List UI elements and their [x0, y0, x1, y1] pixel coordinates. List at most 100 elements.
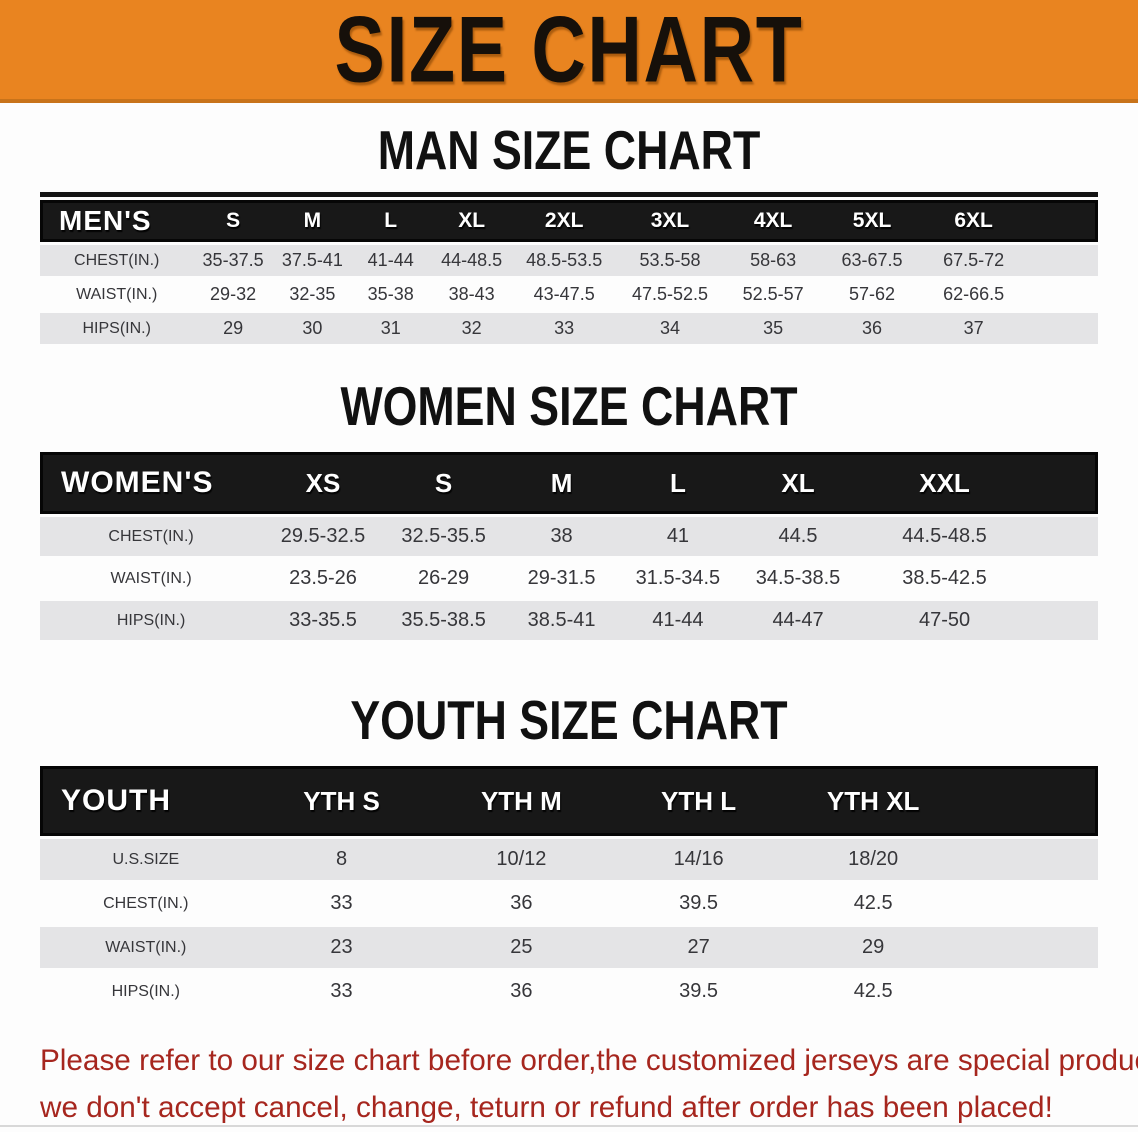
size-value: 23.5-26 [289, 567, 357, 589]
size-value: 32-35 [289, 284, 336, 304]
women-size-chart-heading: WOMEN SIZE CHART [340, 376, 798, 438]
size-value: 30 [272, 313, 353, 344]
column-header: S [383, 452, 504, 514]
size-value: 44.5 [736, 517, 860, 556]
row-spacer [1023, 245, 1098, 276]
size-value: 18/20 [785, 839, 961, 880]
bottom-edge-line [0, 1125, 1138, 1127]
column-header: 6XL [923, 200, 1024, 242]
table-title: MEN'S [40, 200, 194, 242]
size-value: 33 [330, 980, 353, 1002]
size-value: 47.5-52.5 [631, 284, 708, 304]
column-header: M [272, 200, 353, 242]
banner-title: SIZE CHART [334, 0, 804, 103]
row-label: HIPS(IN.) [40, 313, 194, 344]
size-value: 33-35.5 [262, 601, 384, 640]
table-row: HIPS(IN.) 33 36 39.5 42.5 [40, 971, 1098, 1012]
size-value: 29-31.5 [527, 567, 596, 589]
row-spacer [1024, 279, 1098, 310]
column-header: 5XL [820, 200, 924, 242]
row-spacer [960, 927, 1098, 968]
size-value: 62-66.5 [943, 284, 1005, 304]
row-label: WAIST(IN.) [110, 569, 192, 587]
column-header: S [193, 200, 273, 242]
size-value: 36 [820, 313, 924, 344]
header-row: MEN'S S M L XL 2XL 3XL 4XL 5XL 6XL [40, 200, 1098, 242]
size-value: 33 [330, 892, 353, 914]
size-value: 25 [431, 927, 612, 968]
youth-size-table: YOUTH YTH S YTH M YTH L YTH XL U.S.SIZE 8 10/1… [40, 763, 1098, 1015]
size-value: 31.5-34.5 [635, 567, 721, 589]
size-value: 29-32 [210, 284, 257, 304]
size-value: 43-47.5 [533, 284, 595, 304]
table-row: WAIST(IN.) 23.5-26 26-29 29-31.5 31.5-34.5 34… [40, 559, 1098, 598]
size-value: 42.5 [853, 980, 893, 1002]
table-row: CHEST(IN.) 29.5-32.5 32.5-35.5 38 41 44.5 44.5… [40, 517, 1098, 556]
row-spacer [960, 839, 1098, 880]
table-row: CHEST(IN.) 35-37.5 37.5-41 41-44 44-48.5 48.5… [40, 245, 1098, 276]
size-value: 35-37.5 [193, 245, 273, 276]
column-header: 3XL [614, 200, 726, 242]
row-spacer [960, 883, 1098, 924]
size-value: 47-50 [859, 601, 1030, 640]
size-value: 37.5-41 [272, 245, 353, 276]
column-header: XXL [859, 452, 1030, 514]
column-header: YTH L [611, 766, 786, 836]
table-title: YOUTH [40, 766, 252, 836]
size-value: 44-47 [736, 601, 860, 640]
size-value: 42.5 [853, 892, 893, 914]
column-header: L [619, 452, 737, 514]
size-value: 38-43 [448, 284, 495, 304]
size-value: 10/12 [431, 839, 612, 880]
row-label: WAIST(IN.) [76, 285, 158, 303]
row-label: CHEST(IN.) [103, 894, 189, 912]
column-header: XL [736, 452, 860, 514]
size-value: 34.5-38.5 [755, 567, 841, 589]
column-header: 2XL [513, 200, 615, 242]
size-value: 53.5-58 [614, 245, 726, 276]
size-value: 29 [193, 313, 273, 344]
row-spacer [1029, 601, 1098, 640]
size-value: 27 [611, 927, 786, 968]
header-spacer [1023, 200, 1098, 242]
size-value: 35 [725, 313, 821, 344]
order-policy-note: Please refer to our size chart before or… [40, 1037, 1138, 1131]
row-label: HIPS(IN.) [40, 601, 263, 640]
size-value: 58-63 [725, 245, 821, 276]
size-value: 36 [510, 980, 533, 1002]
column-header: YTH M [431, 766, 612, 836]
size-value: 67.5-72 [923, 245, 1024, 276]
size-value: 41-44 [619, 601, 737, 640]
table-row: CHEST(IN.) 33 36 39.5 42.5 [40, 883, 1098, 924]
size-value: 39.5 [679, 892, 719, 914]
column-header: M [503, 452, 620, 514]
mens-size-table: MEN'S S M L XL 2XL 3XL 4XL 5XL 6XL CHEST(IN.) 35-3… [40, 197, 1098, 347]
size-value: 26-29 [418, 567, 470, 589]
size-value: 35.5-38.5 [383, 601, 504, 640]
size-value: 38 [503, 517, 620, 556]
size-value: 32.5-35.5 [383, 517, 504, 556]
column-header: XL [429, 200, 514, 242]
size-value: 29 [785, 927, 961, 968]
size-value: 38.5-41 [503, 601, 620, 640]
row-spacer [1029, 559, 1098, 598]
table-row: U.S.SIZE 8 10/12 14/16 18/20 [40, 839, 1098, 880]
size-value: 35-38 [367, 284, 414, 304]
row-spacer [1029, 517, 1098, 556]
size-value: 52.5-57 [742, 284, 804, 304]
table-row: WAIST(IN.) 29-32 32-35 35-38 38-43 43-47.5 47.… [40, 279, 1098, 310]
row-label: U.S.SIZE [40, 839, 252, 880]
column-header: YTH S [251, 766, 432, 836]
size-value: 8 [251, 839, 432, 880]
table-title: WOMEN'S [40, 452, 263, 514]
table-row: HIPS(IN.) 29 30 31 32 33 34 35 36 37 [40, 313, 1098, 344]
size-value: 41 [619, 517, 737, 556]
row-label: HIPS(IN.) [111, 982, 181, 1000]
table-row: WAIST(IN.) 23 25 27 29 [40, 927, 1098, 968]
header-spacer [960, 766, 1098, 836]
size-value: 41-44 [352, 245, 430, 276]
size-value: 31 [352, 313, 430, 344]
size-value: 33 [513, 313, 615, 344]
row-spacer [960, 971, 1098, 1012]
size-value: 63-67.5 [820, 245, 924, 276]
